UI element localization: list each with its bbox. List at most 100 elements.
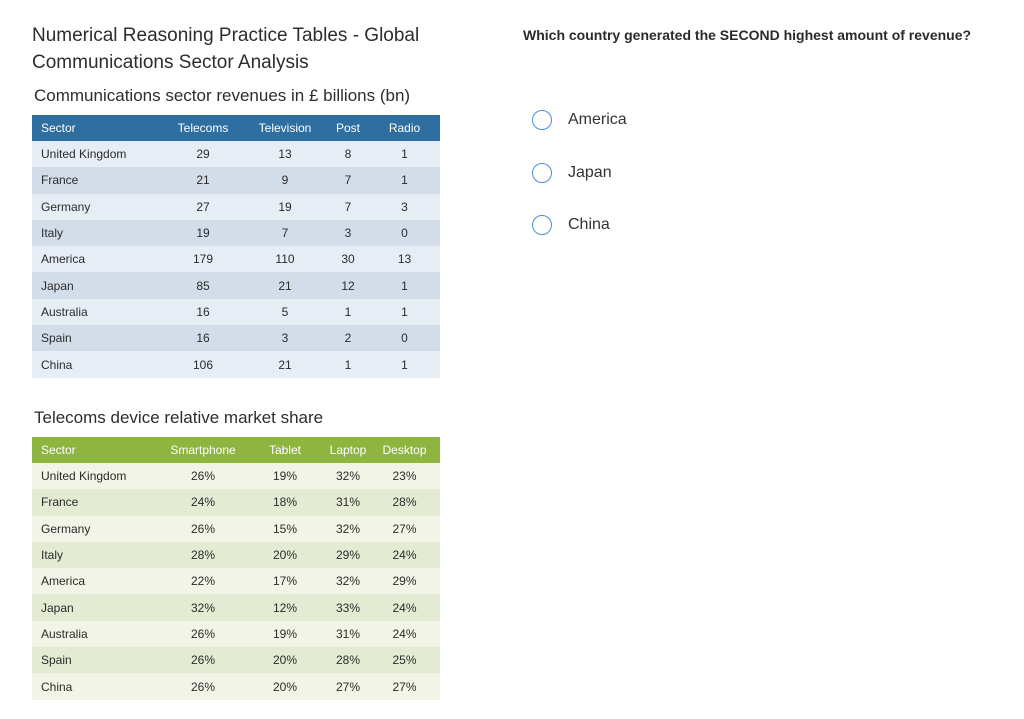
table-cell: 32% (335, 521, 361, 536)
table-row: Australia 26% 19% 31% 24% (32, 620, 440, 648)
column-header: Desktop (382, 443, 427, 457)
table-cell: 19 (196, 226, 210, 241)
table-row: Germany 26% 15% 32% 27% (32, 515, 440, 542)
column-header: Radio (388, 121, 421, 135)
radio-button[interactable] (532, 215, 552, 235)
table-cell: 24% (392, 548, 417, 563)
table-cell: 23% (392, 469, 417, 484)
option-label: China (568, 216, 610, 233)
revenue-table-caption: Communications sector revenues in £ bill… (34, 86, 411, 105)
column-header: Sector (41, 121, 76, 135)
table-row: China 26% 20% 27% 27% (32, 673, 440, 700)
table-cell: 29% (392, 574, 417, 589)
table-cell: 27% (335, 679, 361, 694)
row-label: Italy (41, 226, 64, 241)
row-label: Spain (41, 331, 72, 346)
table-row: China 106 21 1 1 (32, 351, 440, 378)
row-label: Germany (41, 199, 91, 214)
table-row: France 24% 18% 31% 28% (32, 489, 440, 516)
table-cell: 30 (341, 252, 355, 267)
table-cell: 1 (344, 304, 352, 319)
radio-button[interactable] (532, 163, 552, 183)
option-japan[interactable]: Japan (532, 161, 612, 185)
table-row: Spain 26% 20% 28% 25% (32, 647, 440, 674)
row-label: France (41, 173, 79, 188)
row-label: Australia (41, 304, 88, 319)
table-cell: 31% (335, 495, 361, 510)
column-header: Smartphone (170, 443, 236, 457)
table-cell: 21 (196, 173, 210, 188)
table-cell: 0 (401, 331, 408, 346)
table-cell: 12% (272, 600, 298, 615)
table-row: America 179 110 30 13 (32, 246, 440, 273)
table-cell: 1 (401, 357, 408, 372)
row-label: America (41, 574, 86, 589)
table-cell: 110 (275, 252, 295, 267)
table-cell: 22% (190, 574, 216, 589)
table-cell: 20% (272, 679, 298, 694)
radio-button[interactable] (532, 110, 552, 130)
row-label: America (41, 252, 86, 267)
table-cell: 1 (401, 278, 408, 293)
table-cell: 24% (190, 495, 216, 510)
share-table-caption: Telecoms device relative market share (34, 408, 324, 427)
table-cell: 21 (278, 357, 292, 372)
table-row: Spain 16 3 2 0 (32, 325, 440, 352)
table-row: Japan 85 21 12 1 (32, 272, 440, 299)
column-header: Telecoms (177, 121, 229, 135)
table-row: America 22% 17% 32% 29% (32, 568, 440, 595)
table-cell: 31% (335, 626, 361, 641)
table-cell: 32% (335, 469, 361, 484)
table-row: Japan 32% 12% 33% 24% (32, 594, 440, 621)
column-header: Laptop (329, 443, 367, 457)
table-cell: 28% (335, 653, 361, 668)
table-cell: 26% (190, 521, 216, 536)
table-cell: 12 (341, 278, 355, 293)
table-cell: 7 (344, 173, 352, 188)
row-label: United Kingdom (41, 469, 127, 484)
table-cell: 0 (401, 226, 408, 241)
row-label: Italy (41, 548, 64, 563)
table-cell: 8 (344, 147, 352, 162)
table-cell: 27% (392, 679, 417, 694)
column-header: Sector (41, 443, 76, 457)
table-cell: 32% (335, 574, 361, 589)
table-cell: 26% (190, 653, 216, 668)
table-cell: 26% (190, 679, 216, 694)
table-cell: 27 (196, 199, 210, 214)
row-label: United Kingdom (41, 147, 127, 162)
row-label: China (41, 679, 73, 694)
table-row: United Kingdom 26% 19% 32% 23% (32, 463, 440, 490)
table-row: United Kingdom 29 13 8 1 (32, 141, 440, 168)
option-china[interactable]: China (532, 213, 610, 237)
table-cell: 19% (272, 626, 298, 641)
table-header-row: Sector Telecoms Television Post Radio (32, 115, 440, 141)
table-cell: 9 (281, 173, 289, 188)
row-label: Australia (41, 626, 88, 641)
page-title: Numerical Reasoning Practice Tables - Gl… (32, 25, 420, 73)
table-cell: 5 (281, 304, 289, 319)
table-cell: 17% (272, 574, 298, 589)
table-cell: 106 (192, 357, 214, 372)
table-header-row: Sector Smartphone Tablet Laptop Desktop (32, 437, 440, 463)
table-cell: 29% (335, 548, 361, 563)
table-cell: 24% (392, 600, 417, 615)
table-cell: 16 (196, 304, 210, 319)
table-cell: 3 (401, 199, 408, 214)
row-label: Spain (41, 653, 72, 668)
table-cell: 19 (278, 199, 292, 214)
table-row: Italy 19 7 3 0 (32, 219, 440, 247)
share-table: Sector Smartphone Tablet Laptop Desktop Unit… (32, 437, 440, 700)
row-label: Japan (41, 278, 74, 293)
table-row: Germany 27 19 7 3 (32, 193, 440, 220)
table-row: France 21 9 7 1 (32, 167, 440, 194)
column-header: Tablet (268, 443, 302, 457)
table-cell: 26% (190, 469, 216, 484)
table-cell: 15% (272, 521, 298, 536)
option-america[interactable]: America (532, 108, 627, 132)
table-cell: 24% (392, 626, 417, 641)
table-cell: 2 (344, 331, 352, 346)
table-cell: 85 (196, 278, 210, 293)
table-cell: 19% (272, 469, 298, 484)
table-cell: 18% (272, 495, 298, 510)
